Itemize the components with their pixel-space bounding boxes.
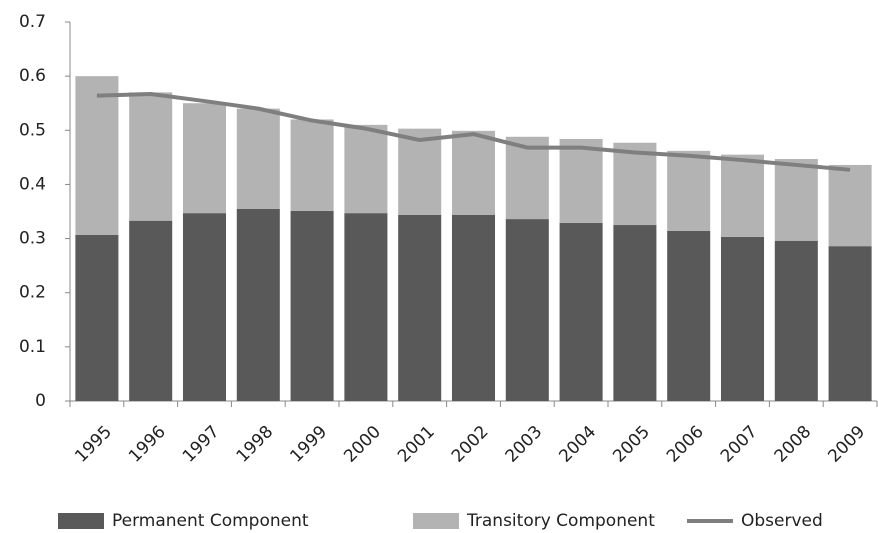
bar xyxy=(559,222,603,401)
bar xyxy=(75,76,119,235)
x-tick-label: 1998 xyxy=(233,422,278,467)
bar xyxy=(451,130,496,215)
legend-swatch xyxy=(413,513,459,529)
bar xyxy=(236,108,280,209)
bar xyxy=(774,240,818,401)
bar xyxy=(613,142,657,226)
line xyxy=(96,92,851,172)
x-tick-label: 2009 xyxy=(824,422,869,467)
bar xyxy=(290,119,334,211)
bar xyxy=(613,225,657,401)
bar xyxy=(236,208,280,401)
bar xyxy=(828,246,872,401)
x-tick-label: 1997 xyxy=(179,422,224,467)
bar xyxy=(182,103,227,214)
legend-swatch xyxy=(58,513,104,529)
bar xyxy=(451,214,496,401)
bar xyxy=(344,213,388,401)
bar xyxy=(182,213,227,401)
x-tick-label: 2007 xyxy=(717,422,762,467)
bar xyxy=(505,136,549,220)
y-tick-label: 0.7 xyxy=(19,12,46,32)
x-tick-label: 2006 xyxy=(663,422,708,467)
bar xyxy=(398,214,442,401)
bar xyxy=(667,150,711,231)
bar xyxy=(720,154,765,237)
y-tick-label: 0.3 xyxy=(19,229,46,249)
y-tick-label: 0.4 xyxy=(19,174,46,194)
legend-label: Permanent Component xyxy=(112,511,309,531)
bar xyxy=(290,210,334,401)
bar xyxy=(559,138,603,223)
y-tick-label: 0.6 xyxy=(19,66,46,86)
x-tick-label: 2004 xyxy=(555,422,600,467)
bar xyxy=(774,158,818,241)
bar xyxy=(828,164,872,247)
x-tick-label: 2002 xyxy=(448,422,493,467)
bar xyxy=(505,219,549,401)
bar xyxy=(129,220,173,401)
x-tick-label: 2001 xyxy=(394,422,439,467)
y-tick-label: 0.1 xyxy=(19,337,46,357)
bar xyxy=(398,128,442,215)
bar xyxy=(720,236,765,401)
legend-label: Transitory Component xyxy=(466,511,655,531)
bar xyxy=(667,230,711,401)
x-tick-label: 1996 xyxy=(125,422,170,467)
bar xyxy=(344,124,388,214)
y-tick-label: 0 xyxy=(35,391,46,411)
bar xyxy=(75,234,119,401)
x-tick-label: 2003 xyxy=(502,422,547,467)
x-tick-label: 1999 xyxy=(286,422,331,467)
x-tick-label: 2008 xyxy=(771,422,816,467)
legend-label: Observed xyxy=(741,511,823,531)
y-tick-label: 0.5 xyxy=(19,120,46,140)
x-tick-label: 2000 xyxy=(340,422,385,467)
x-tick-label: 2005 xyxy=(609,422,654,467)
x-tick-label: 1995 xyxy=(71,422,116,467)
bar xyxy=(129,92,173,221)
y-tick-label: 0.2 xyxy=(19,283,46,303)
